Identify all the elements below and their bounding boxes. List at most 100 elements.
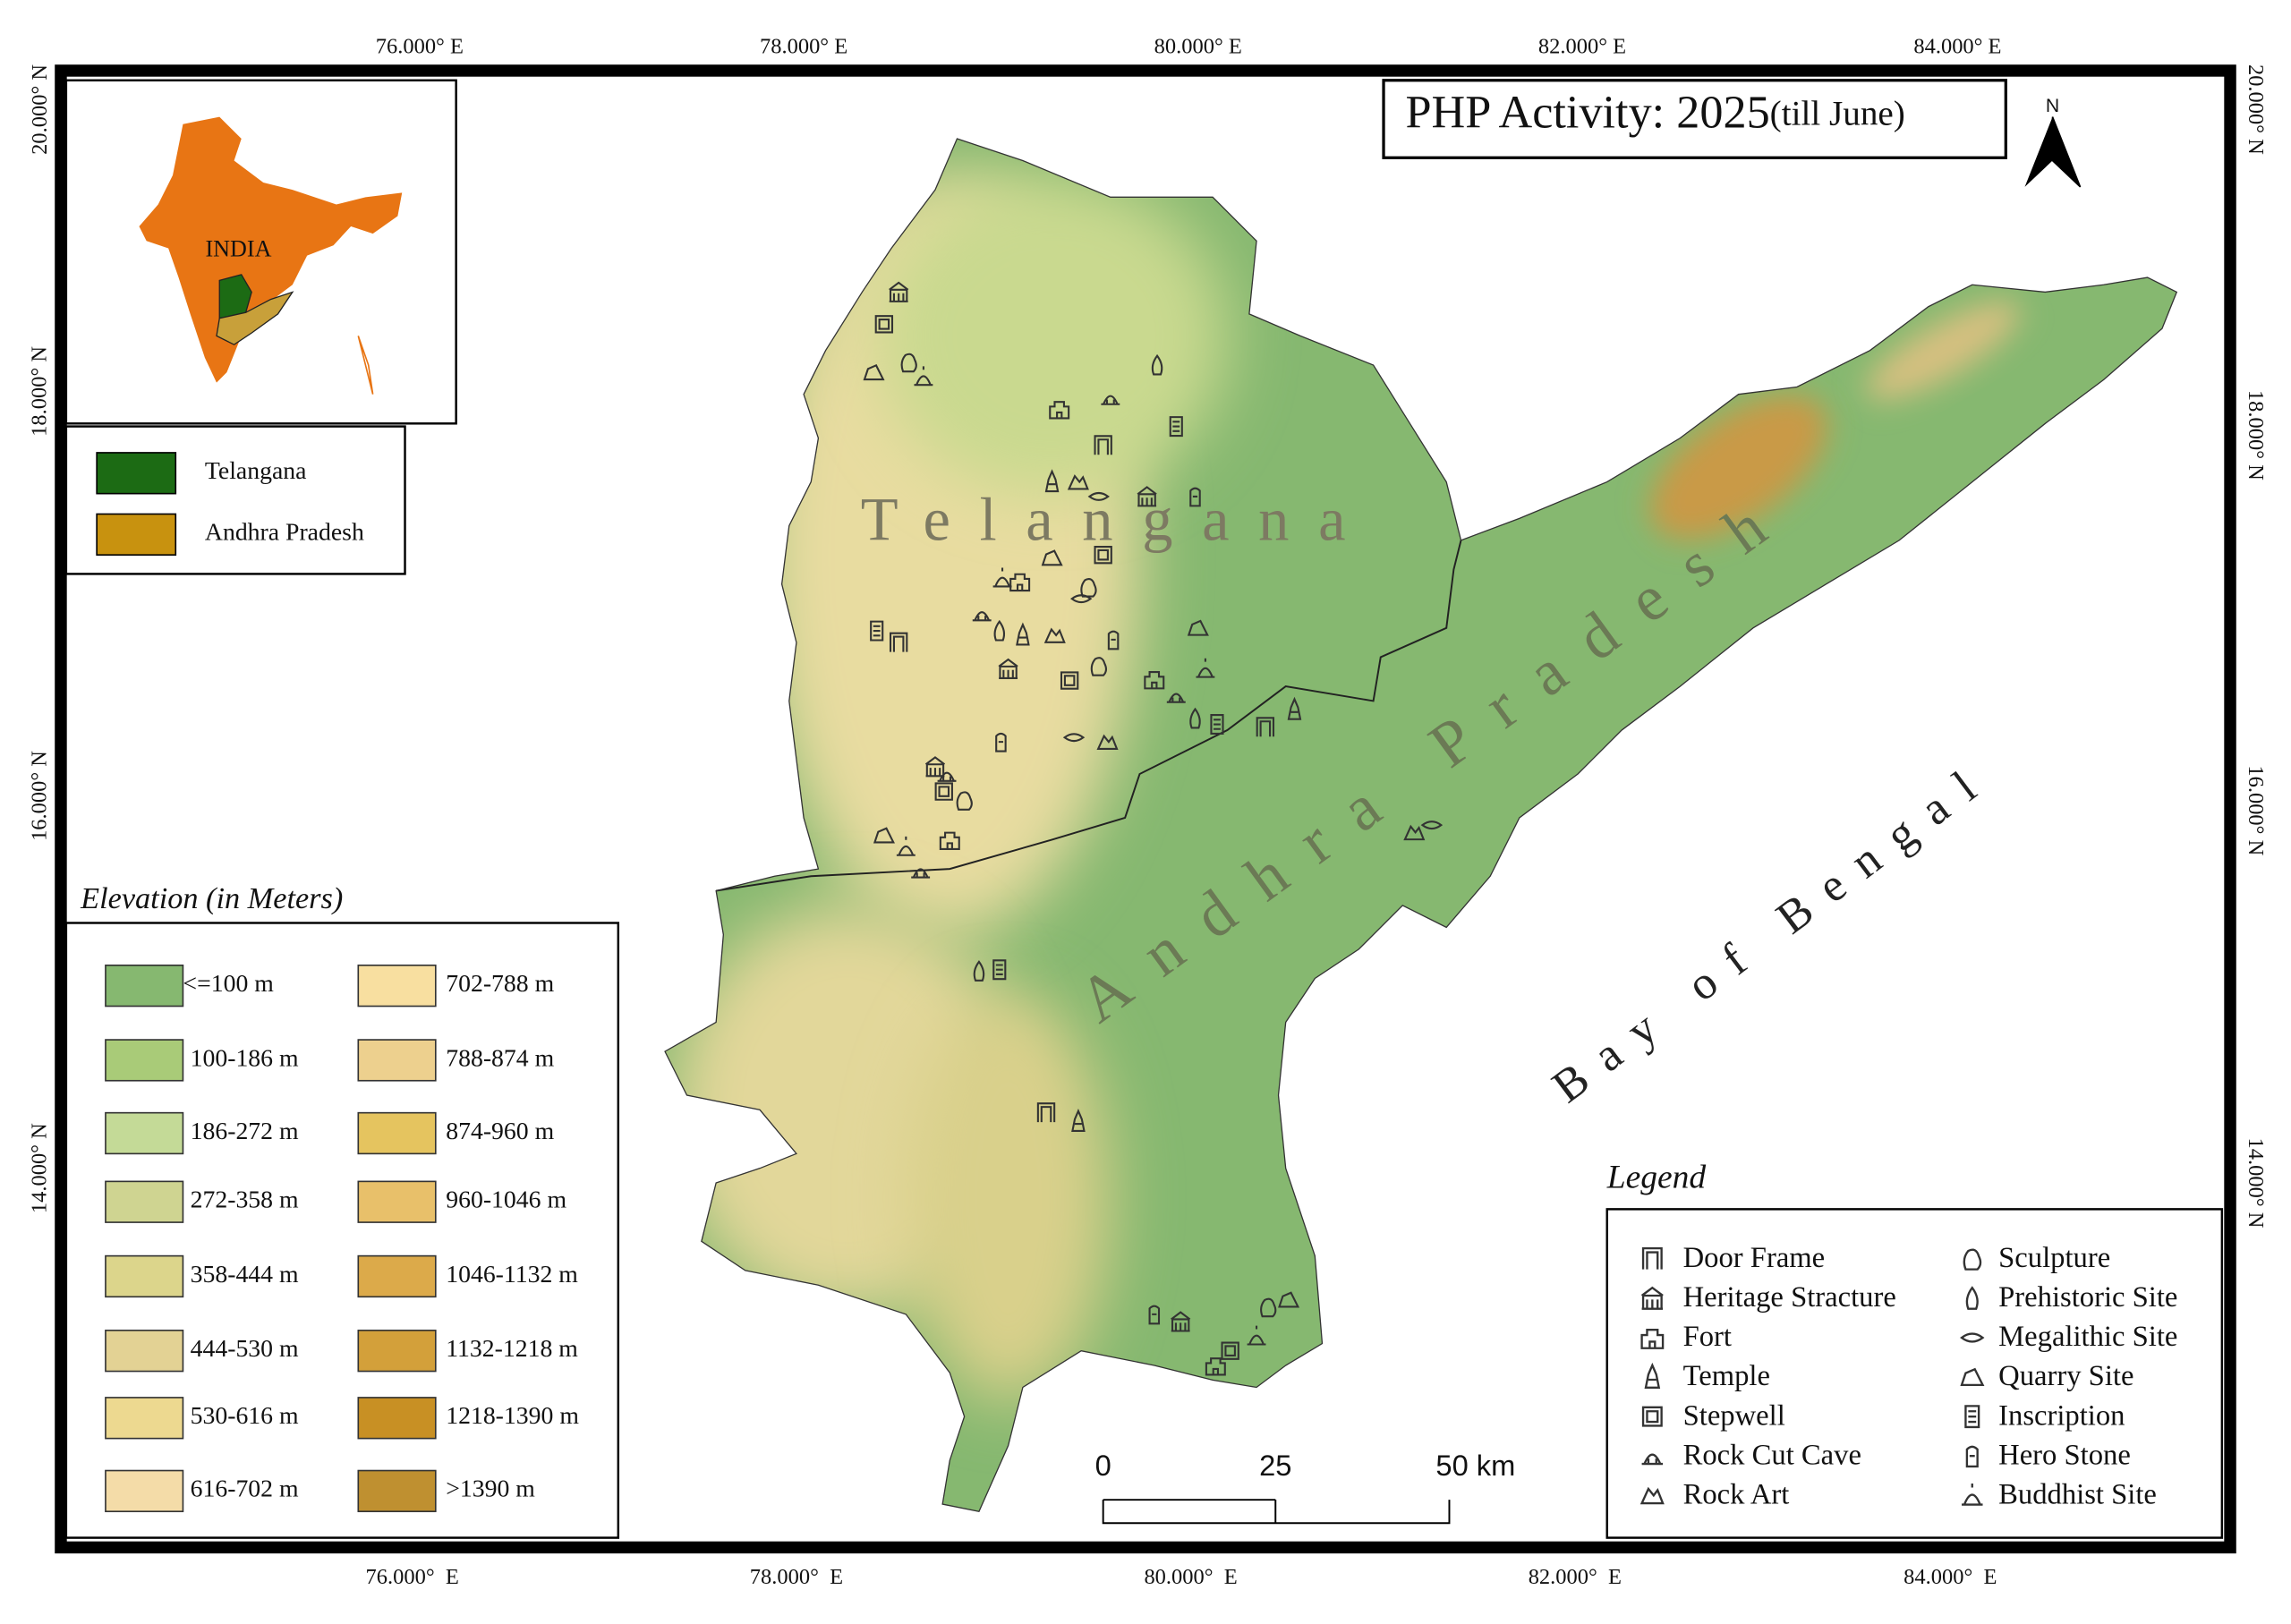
site-glyph — [1043, 627, 1066, 643]
site-glyph — [1044, 469, 1060, 493]
state-swatch — [96, 513, 177, 557]
site-icon — [1641, 1453, 1664, 1466]
site-glyph — [1171, 1311, 1191, 1332]
north-arrow — [2051, 116, 2082, 188]
state-legend: Telangana Andhra Pradesh — [96, 452, 364, 557]
site-icon — [1148, 1305, 1161, 1325]
latitude-label: 14.000° N — [28, 1123, 52, 1213]
site-legend-label: Megalithic Site — [1998, 1321, 2177, 1353]
site-icon — [1962, 1484, 1983, 1506]
elevation-swatch — [105, 1330, 184, 1373]
elevation-label: 1218-1390 m — [446, 1402, 579, 1430]
elevation-label: 358-444 m — [191, 1261, 299, 1288]
site-glyph — [1278, 1291, 1300, 1308]
site-markers — [863, 281, 1444, 1376]
site-icon — [1189, 487, 1201, 507]
elevation-label: 1046-1132 m — [446, 1261, 578, 1288]
latitude-label: 14.000° N — [2244, 1138, 2268, 1229]
latitude-label: 16.000° N — [28, 751, 52, 841]
site-legend-label: Sculpture — [1998, 1242, 2110, 1274]
site-icon — [1041, 549, 1063, 566]
site-icon — [1169, 416, 1183, 438]
site-icon — [1403, 824, 1426, 841]
north-label: N — [2046, 96, 2059, 116]
site-glyph — [1641, 1406, 1663, 1427]
inset-andhra — [216, 291, 294, 345]
site-icon — [874, 315, 894, 334]
site-glyph — [1247, 1325, 1266, 1346]
site-glyph — [1036, 1102, 1056, 1123]
site-icon — [1080, 578, 1097, 598]
inset-label: INDIA — [205, 236, 271, 262]
plateau — [876, 174, 1228, 497]
site-icon — [863, 364, 885, 381]
site-icon — [900, 353, 917, 373]
site-glyph — [1016, 622, 1030, 646]
longitude-label: 80.000° E — [1144, 1565, 1237, 1589]
site-icon — [1247, 1325, 1266, 1346]
site-glyph — [939, 831, 960, 850]
elevation-label: 272-358 m — [191, 1186, 299, 1214]
site-glyph — [1960, 1367, 1985, 1387]
inset-islands — [357, 336, 374, 395]
site-glyph — [1287, 696, 1302, 720]
site-icon — [1094, 546, 1112, 565]
site-icon — [1101, 395, 1120, 405]
site-glyph — [1049, 401, 1070, 420]
longitude-label: 84.000° E — [1903, 1565, 1997, 1589]
elevation-label: 960-1046 m — [446, 1186, 566, 1214]
site-icon — [1960, 1367, 1985, 1387]
site-glyph — [1009, 573, 1031, 592]
site-glyph — [972, 611, 992, 622]
site-glyph — [1640, 1329, 1665, 1349]
site-icon — [956, 791, 973, 811]
longitude-label: 76.000° E — [376, 34, 464, 58]
site-glyph — [1094, 546, 1112, 565]
site-icon — [1166, 693, 1186, 703]
site-icon — [1137, 486, 1157, 507]
site-glyph — [900, 353, 917, 373]
site-glyph — [1101, 395, 1120, 405]
site-glyph — [956, 791, 973, 811]
elevation-label: 616-702 m — [191, 1475, 299, 1503]
state-label: Andhra Pradesh — [205, 519, 364, 547]
site-glyph — [992, 959, 1007, 981]
site-icon — [1965, 1445, 1979, 1468]
site-icon — [1009, 573, 1031, 592]
site-glyph — [874, 315, 894, 334]
site-legend-label: Rock Cut Cave — [1683, 1439, 1861, 1471]
site-icon — [992, 959, 1007, 981]
site-glyph — [1641, 1246, 1663, 1270]
elevation-swatch — [357, 1330, 437, 1373]
site-glyph — [995, 732, 1007, 752]
site-icon — [1144, 671, 1165, 690]
site-glyph — [1639, 1486, 1665, 1505]
elevation-label: 186-272 m — [191, 1118, 299, 1145]
site-icon — [1256, 717, 1275, 737]
site-glyph — [1060, 671, 1079, 690]
site-glyph — [1965, 1445, 1979, 1468]
site-icon — [998, 658, 1018, 679]
site-glyph — [896, 836, 916, 856]
site-icon — [914, 366, 933, 387]
elevation-legend: <=100 m 100-186 m 186-272 m 272-358 m 358-44… — [105, 965, 579, 1513]
site-glyph — [1189, 707, 1201, 729]
site-icon — [1071, 1109, 1086, 1132]
frame-band — [56, 66, 2235, 1552]
site-glyph — [1965, 1286, 1979, 1310]
site-icon — [889, 281, 909, 302]
longitude-label: 84.000° E — [1913, 34, 2001, 58]
site-glyph — [1144, 671, 1165, 690]
site-icon — [1189, 707, 1201, 729]
site-glyph — [937, 771, 957, 782]
site-legend-label: Rock Art — [1683, 1478, 1790, 1510]
site-glyph — [1096, 734, 1119, 750]
site-icon — [1043, 627, 1066, 643]
site-glyph — [1962, 1484, 1983, 1506]
legend-title: Legend — [1606, 1159, 1707, 1195]
india-shape — [139, 116, 403, 383]
site-legend-label: Hero Stone — [1998, 1439, 2131, 1471]
site-icon — [1151, 353, 1163, 376]
elevation-label: 530-616 m — [191, 1402, 299, 1430]
